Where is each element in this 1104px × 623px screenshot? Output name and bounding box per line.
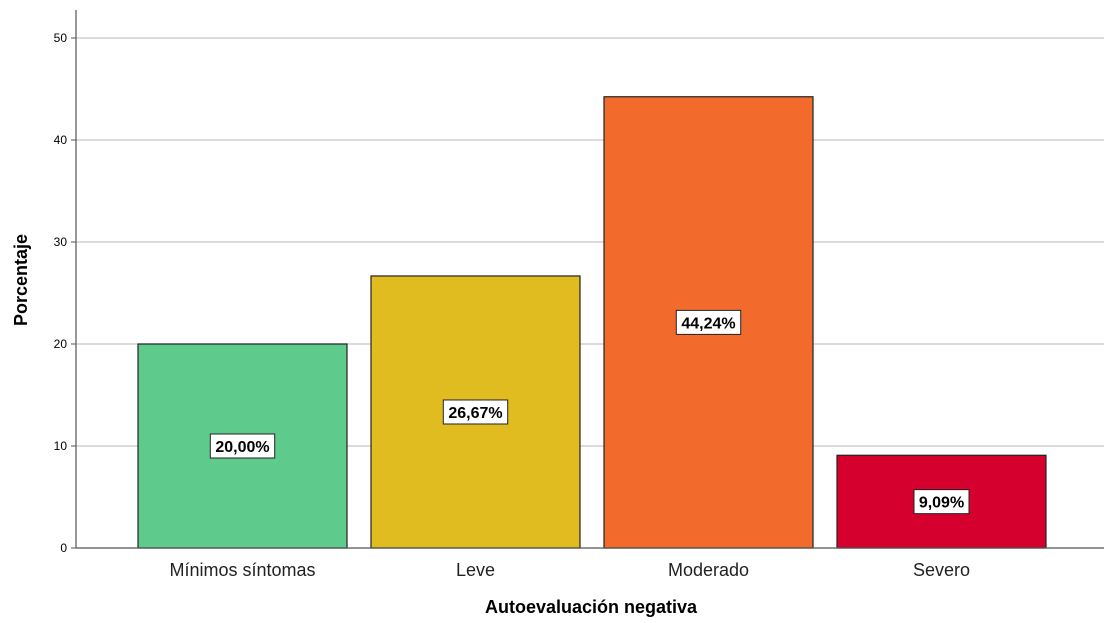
x-tick-labels: Mínimos síntomas Leve Moderado Severo	[169, 560, 970, 580]
data-label: 9,09%	[919, 495, 964, 512]
x-axis-title: Autoevaluación negativa	[485, 597, 698, 617]
data-label: 26,67%	[448, 405, 502, 422]
data-label: 44,24%	[681, 315, 735, 332]
y-tick-labels: 0 10 20 30 40 50	[54, 31, 76, 555]
y-tick-label: 10	[54, 439, 68, 453]
axes	[75, 10, 1104, 549]
y-axis-title: Porcentaje	[11, 234, 31, 326]
data-label-box	[209, 433, 276, 459]
x-tick-label: Mínimos síntomas	[169, 560, 315, 580]
data-label-box	[913, 489, 970, 515]
y-tick-label: 40	[54, 133, 68, 147]
data-label-box	[675, 309, 742, 335]
bars	[137, 96, 1047, 549]
y-tick-label: 50	[54, 31, 68, 45]
y-tick-label: 30	[54, 235, 68, 249]
data-label: 20,00%	[215, 439, 269, 456]
x-tick-label: Severo	[913, 560, 970, 580]
y-tick-label: 0	[60, 541, 67, 555]
x-tick-label: Leve	[456, 560, 495, 580]
y-tick-label: 20	[54, 337, 68, 351]
data-label-box	[442, 399, 509, 425]
x-tick-label: Moderado	[668, 560, 749, 580]
data-labels: 20,00% 26,67% 44,24% 9,09%	[209, 309, 970, 515]
